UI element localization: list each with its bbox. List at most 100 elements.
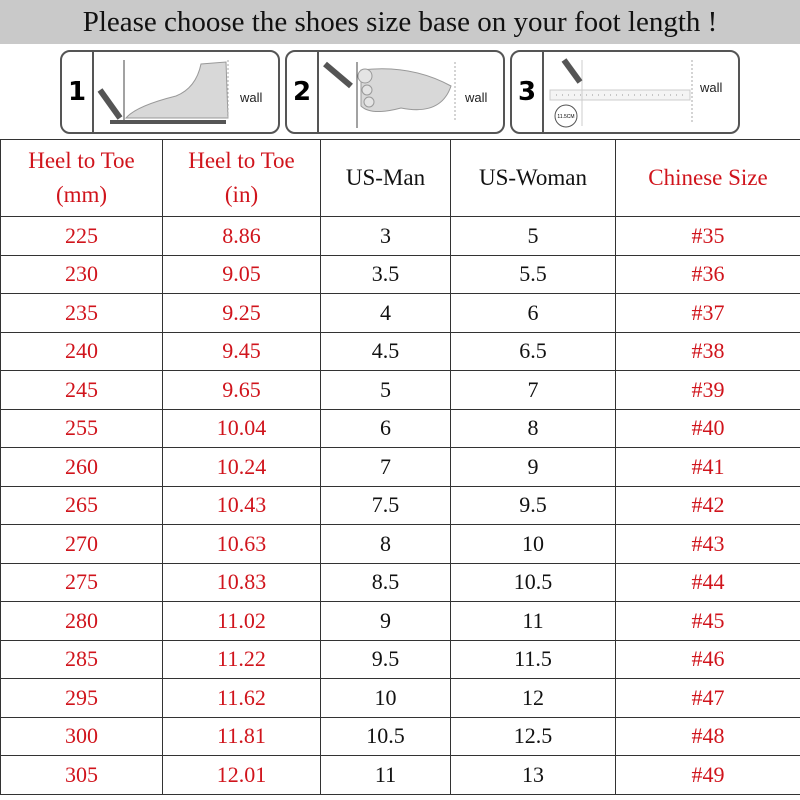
cell-chinese-size: #37 [615, 293, 800, 333]
table-row: 265 10.43 7.5 9.5 #42 [0, 485, 800, 525]
foot-top-measure-icon [323, 61, 456, 128]
cell-chinese-size: #40 [615, 408, 800, 448]
cell-heel-to-toe-mm: 225 [0, 216, 163, 256]
cell-us-woman: 9.5 [450, 485, 616, 525]
cell-us-man: 8.5 [320, 562, 451, 602]
cell-heel-to-toe-mm: 255 [0, 408, 163, 448]
cell-heel-to-toe-mm: 270 [0, 524, 163, 564]
cell-heel-to-toe-in: 10.63 [162, 524, 321, 564]
header-line: US-Woman [478, 165, 588, 190]
cell-chinese-size: #43 [615, 524, 800, 564]
table-row: 225 8.86 3 5 #35 [0, 216, 800, 256]
cell-chinese-size: #49 [615, 755, 800, 795]
cell-heel-to-toe-in: 8.86 [162, 216, 321, 256]
table-row: 260 10.24 7 9 #41 [0, 447, 800, 487]
cell-us-woman: 12 [450, 678, 616, 718]
cell-heel-to-toe-mm: 265 [0, 485, 163, 525]
step-number: 3 [512, 52, 544, 132]
cell-chinese-size: #44 [615, 562, 800, 602]
cell-heel-to-toe-mm: 240 [0, 331, 163, 371]
cell-us-man: 8 [320, 524, 451, 564]
cell-us-man: 9.5 [320, 639, 451, 679]
header-us-woman: US-Woman [450, 139, 616, 217]
cell-us-woman: 9 [450, 447, 616, 487]
cell-heel-to-toe-mm: 230 [0, 254, 163, 294]
measure-steps: 1 wall 2 wall 3 [60, 50, 740, 136]
header-heel-to-toe-mm: Heel to Toe (mm) [0, 139, 163, 217]
cell-heel-to-toe-mm: 300 [0, 716, 163, 756]
cell-us-man: 7 [320, 447, 451, 487]
cell-chinese-size: #39 [615, 370, 800, 410]
cell-heel-to-toe-in: 11.22 [162, 639, 321, 679]
foot-side-measure-icon [97, 60, 229, 124]
cell-us-woman: 10 [450, 524, 616, 564]
step-number: 1 [62, 52, 94, 132]
header-line: US-Man [345, 165, 426, 190]
cell-heel-to-toe-mm: 235 [0, 293, 163, 333]
table-row: 285 11.22 9.5 11.5 #46 [0, 639, 800, 679]
cell-us-man: 6 [320, 408, 451, 448]
cell-us-woman: 13 [450, 755, 616, 795]
cell-us-man: 9 [320, 601, 451, 641]
header-line: Heel to Toe [188, 148, 295, 173]
cell-us-woman: 10.5 [450, 562, 616, 602]
cell-heel-to-toe-in: 12.01 [162, 755, 321, 795]
cell-us-man: 10.5 [320, 716, 451, 756]
table-header-row: Heel to Toe (mm) Heel to Toe (in) US-Man US-W… [0, 139, 800, 217]
table-row: 305 12.01 11 13 #49 [0, 755, 800, 795]
cell-us-woman: 5.5 [450, 254, 616, 294]
cell-chinese-size: #42 [615, 485, 800, 525]
cell-us-woman: 11.5 [450, 639, 616, 679]
table-row: 275 10.83 8.5 10.5 #44 [0, 562, 800, 602]
cell-heel-to-toe-in: 9.45 [162, 331, 321, 371]
size-table: Heel to Toe (mm) Heel to Toe (in) US-Man US-W… [0, 139, 800, 795]
header-line: Chinese Size [648, 165, 768, 190]
cell-chinese-size: #46 [615, 639, 800, 679]
table-row: 245 9.65 5 7 #39 [0, 370, 800, 410]
cell-heel-to-toe-mm: 245 [0, 370, 163, 410]
step-3: 3 11.5CM wall [510, 50, 740, 134]
cell-chinese-size: #47 [615, 678, 800, 718]
header-us-man: US-Man [320, 139, 451, 217]
table-row: 240 9.45 4.5 6.5 #38 [0, 331, 800, 371]
table-row: 255 10.04 6 8 #40 [0, 408, 800, 448]
table-row: 230 9.05 3.5 5.5 #36 [0, 254, 800, 294]
cell-heel-to-toe-mm: 295 [0, 678, 163, 718]
cell-chinese-size: #36 [615, 254, 800, 294]
header-heel-to-toe-in: Heel to Toe (in) [162, 139, 321, 217]
header-unit: (mm) [55, 182, 108, 207]
wall-label: wall [240, 90, 263, 105]
cell-chinese-size: #41 [615, 447, 800, 487]
cell-us-man: 11 [320, 755, 451, 795]
cell-heel-to-toe-in: 10.04 [162, 408, 321, 448]
cell-us-man: 10 [320, 678, 451, 718]
cell-heel-to-toe-mm: 305 [0, 755, 163, 795]
cell-heel-to-toe-in: 10.24 [162, 447, 321, 487]
table-row: 295 11.62 10 12 #47 [0, 678, 800, 718]
step-1: 1 wall [60, 50, 280, 134]
wall-label: wall [700, 80, 723, 95]
ruler-measure-icon: 11.5CM [549, 58, 693, 128]
cell-us-woman: 12.5 [450, 716, 616, 756]
cell-chinese-size: #48 [615, 716, 800, 756]
cell-us-man: 4 [320, 293, 451, 333]
cell-us-man: 3.5 [320, 254, 451, 294]
cell-us-man: 7.5 [320, 485, 451, 525]
cell-us-woman: 6.5 [450, 331, 616, 371]
wall-label: wall [465, 90, 488, 105]
cell-us-man: 5 [320, 370, 451, 410]
cell-chinese-size: #35 [615, 216, 800, 256]
table-row: 280 11.02 9 11 #45 [0, 601, 800, 641]
step-2: 2 wall [285, 50, 505, 134]
cell-chinese-size: #45 [615, 601, 800, 641]
page-title: Please choose the shoes size base on you… [0, 0, 800, 44]
cell-heel-to-toe-in: 9.25 [162, 293, 321, 333]
cell-us-woman: 8 [450, 408, 616, 448]
table-row: 235 9.25 4 6 #37 [0, 293, 800, 333]
cell-us-woman: 11 [450, 601, 616, 641]
header-line: Heel to Toe [28, 148, 135, 173]
cell-us-man: 4.5 [320, 331, 451, 371]
cell-heel-to-toe-mm: 285 [0, 639, 163, 679]
cell-us-woman: 6 [450, 293, 616, 333]
cell-heel-to-toe-mm: 280 [0, 601, 163, 641]
